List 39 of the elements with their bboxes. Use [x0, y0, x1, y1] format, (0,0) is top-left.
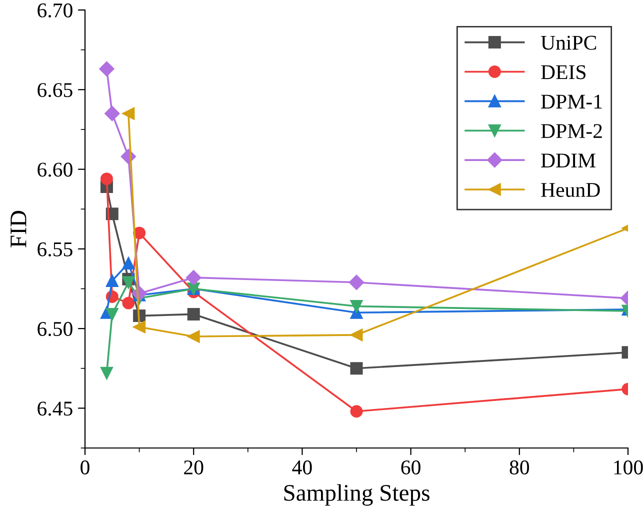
point	[133, 320, 146, 334]
x-tick-label: 60	[401, 460, 420, 474]
point	[122, 296, 135, 310]
point	[350, 405, 363, 418]
point	[99, 61, 114, 76]
point	[106, 274, 118, 288]
point	[348, 274, 364, 290]
point	[100, 172, 113, 186]
point	[122, 256, 135, 270]
y-tick-label: 6.65	[38, 83, 72, 98]
y-tick-label: 6.50	[38, 322, 72, 336]
point	[187, 330, 200, 343]
legend-label: DPM-1	[541, 94, 602, 108]
y-tick-label: 6.55	[38, 242, 72, 256]
y-tick-label: 6.45	[38, 402, 72, 416]
x-tick-label: 80	[510, 460, 530, 474]
legend-label: DEIS	[541, 65, 586, 80]
y-tick-label: 6.60	[38, 162, 72, 177]
legend-label: HeunD	[541, 183, 600, 197]
point	[187, 308, 200, 320]
point	[350, 300, 363, 312]
y-tick-label: 6.70	[38, 3, 72, 18]
legend-label: UniPC	[540, 36, 596, 50]
point	[104, 106, 120, 122]
x-tick-label: 100	[614, 460, 643, 474]
x-tick-label: 20	[184, 460, 204, 474]
point	[100, 366, 113, 380]
point	[122, 276, 135, 289]
point	[122, 107, 135, 120]
point	[350, 362, 363, 375]
legend-label: DDIM	[541, 154, 596, 168]
y-axis-title: FID	[10, 210, 26, 248]
x-axis-title: Sampling Steps	[284, 484, 430, 506]
x-tick-label: 40	[292, 460, 312, 474]
point	[186, 270, 202, 286]
x-tick-label: 0	[80, 460, 90, 474]
legend-label: DPM-2	[541, 124, 602, 138]
point	[106, 308, 118, 320]
point	[350, 328, 363, 342]
